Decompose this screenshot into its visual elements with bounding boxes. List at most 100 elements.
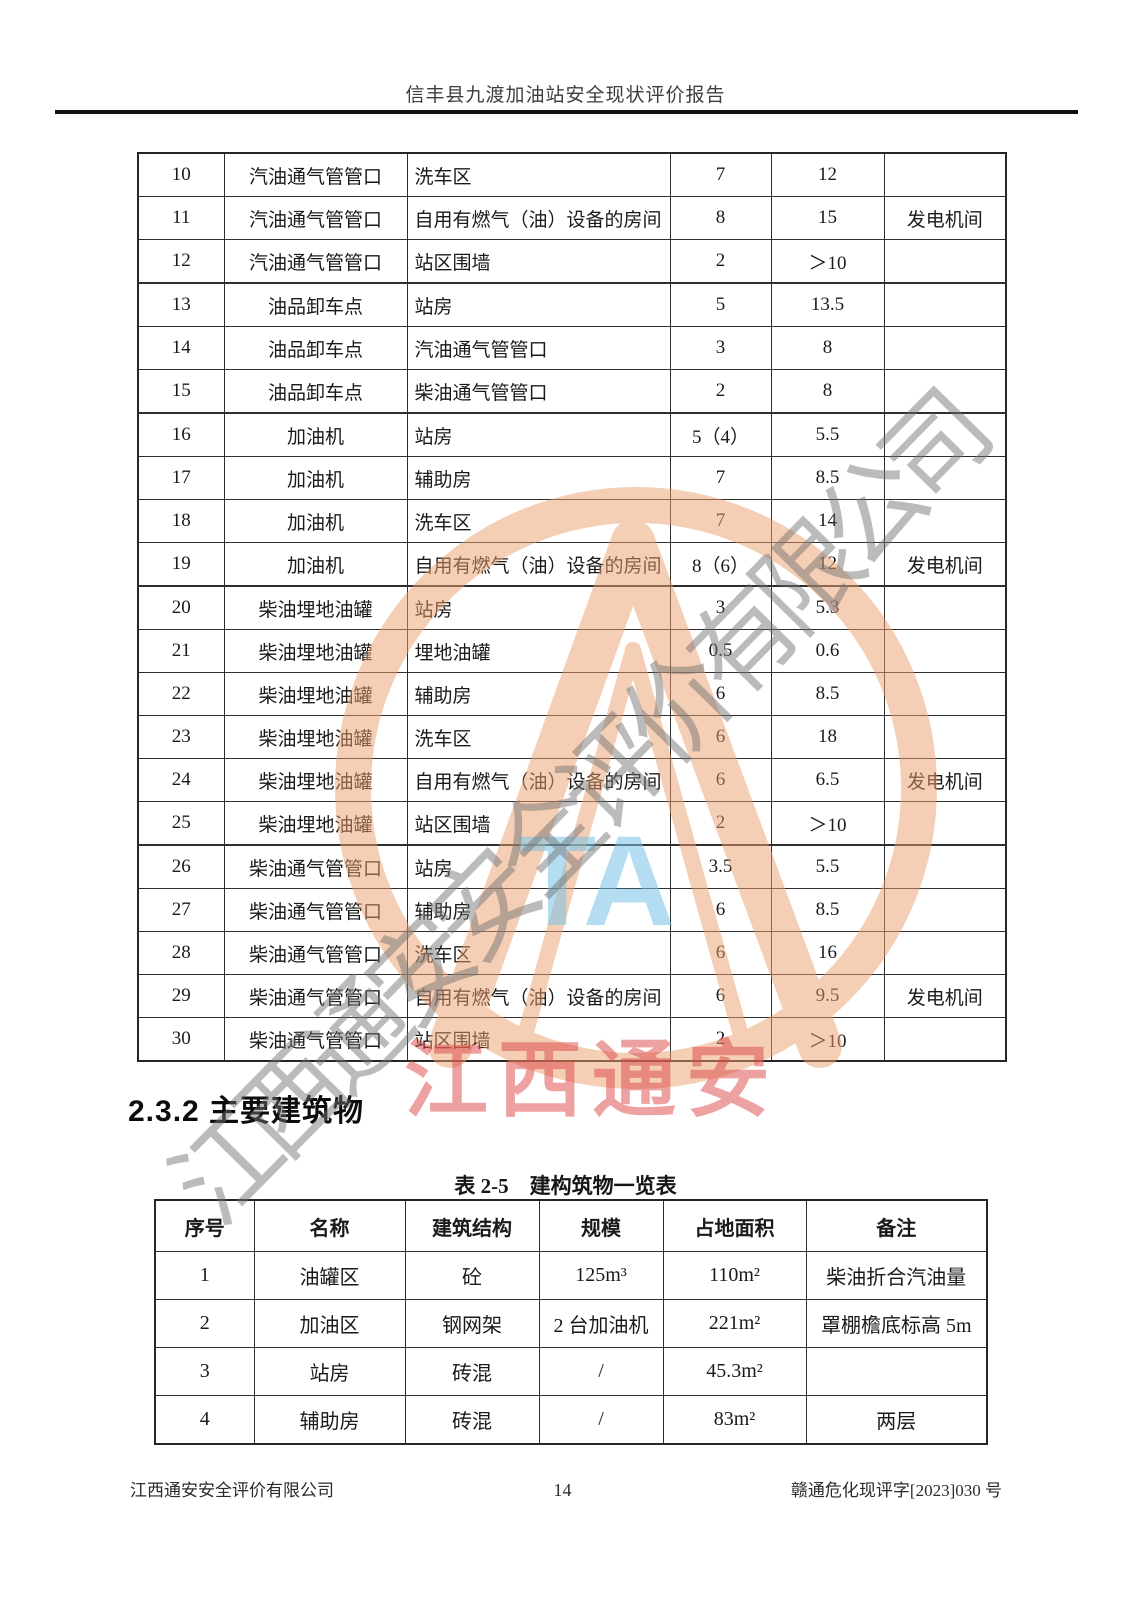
table-cell [883, 844, 1007, 889]
table-row: 11 汽油通气管管口 自用有燃气（油）设备的房间 8 15 发电机间 [137, 196, 1007, 240]
table-cell: 14 [137, 326, 225, 370]
table-cell: 油品卸车点 [223, 369, 408, 414]
table-cell [883, 801, 1007, 846]
page-header-title: 信丰县九渡加油站安全现状评价报告 [405, 85, 726, 106]
table-cell: 12 [770, 542, 885, 587]
table-cell: 埋地油罐 [406, 629, 671, 673]
table-cell: 洗车区 [406, 931, 671, 975]
table-cell: 柴油通气管管口 [223, 1017, 408, 1062]
table-cell: 13.5 [770, 282, 885, 327]
table-cell [883, 585, 1007, 630]
table-cell: 8.5 [770, 456, 885, 500]
table-cell: 汽油通气管管口 [223, 196, 408, 240]
table-cell: 2 [669, 1017, 772, 1062]
footer-doc-number: 赣通危化现评字[2023]030 号 [790, 1481, 1002, 1500]
table-row: 18 加油机 洗车区 7 14 [137, 499, 1007, 543]
table-cell: 0.6 [770, 629, 885, 673]
table-cell [883, 1017, 1007, 1062]
table-cell: 30 [137, 1017, 225, 1062]
table-cell: 5 [669, 282, 772, 327]
table-cell: 自用有燃气（油）设备的房间 [406, 974, 671, 1018]
table-cell: 砼 [404, 1251, 540, 1300]
table-cell: 站房 [406, 412, 671, 457]
table-cell: 辅助房 [406, 888, 671, 932]
table-cell: 14 [770, 499, 885, 543]
footer-company: 江西通安安全评价有限公司 [130, 1481, 334, 1500]
table-cell: 7 [669, 499, 772, 543]
table-cell: 83m² [662, 1395, 807, 1445]
table-cell: 洗车区 [406, 152, 671, 197]
table-cell: 汽油通气管管口 [406, 326, 671, 370]
table-cell: 6 [669, 974, 772, 1018]
table-cell: 10 [137, 152, 225, 197]
table-cell: 加油机 [223, 412, 408, 457]
table-cell: 站房 [406, 282, 671, 327]
table-cell: / [538, 1347, 664, 1396]
table-row: 24 柴油埋地油罐 自用有燃气（油）设备的房间 6 6.5 发电机间 [137, 758, 1007, 802]
table-cell: 发电机间 [883, 542, 1007, 587]
table-cell: 7 [669, 456, 772, 500]
table-cell: 22 [137, 672, 225, 716]
table-row: 13 油品卸车点 站房 5 13.5 [137, 282, 1007, 327]
table-cell: 8 [669, 196, 772, 240]
table-cell: 油品卸车点 [223, 326, 408, 370]
column-header: 规模 [538, 1199, 664, 1252]
table-cell: 加油机 [223, 542, 408, 587]
table-cell: 站房 [253, 1347, 406, 1396]
table-cell: 8 [770, 369, 885, 414]
table-cell: 45.3m² [662, 1347, 807, 1396]
table-cell: 发电机间 [883, 196, 1007, 240]
table-row: 4 辅助房 砖混/83m² 两层 [154, 1395, 988, 1445]
table-cell: 19 [137, 542, 225, 587]
table-cell [883, 412, 1007, 457]
table-cell: 23 [137, 715, 225, 759]
table-cell: 站区围墙 [406, 801, 671, 846]
table-cell [883, 152, 1007, 197]
table-cell: 辅助房 [406, 456, 671, 500]
table-cell: 12 [137, 239, 225, 284]
table-cell [883, 499, 1007, 543]
table-row: 15 油品卸车点 柴油通气管管口 2 8 [137, 369, 1007, 414]
table-cell: 站区围墙 [406, 1017, 671, 1062]
table-cell: 21 [137, 629, 225, 673]
table-cell: 11 [137, 196, 225, 240]
table-cell: 5.5 [770, 844, 885, 889]
table-cell: 自用有燃气（油）设备的房间 [406, 196, 671, 240]
table-cell: 自用有燃气（油）设备的房间 [406, 758, 671, 802]
table-cell: 油罐区 [253, 1251, 406, 1300]
table-cell: 15 [770, 196, 885, 240]
table-cell: 125m³ [538, 1251, 664, 1300]
table-row: 26 柴油通气管管口 站房 3.5 5.5 [137, 844, 1007, 889]
table-cell [883, 715, 1007, 759]
table-row: 25 柴油埋地油罐 站区围墙 2 ＞10 [137, 801, 1007, 846]
table-cell: 8（6） [669, 542, 772, 587]
table-row: 12 汽油通气管管口 站区围墙 2 ＞10 [137, 239, 1007, 284]
table-row: 29 柴油通气管管口 自用有燃气（油）设备的房间 6 9.5 发电机间 [137, 974, 1007, 1018]
table-cell: 16 [137, 412, 225, 457]
table-cell: 5（4） [669, 412, 772, 457]
table-cell: 2 [669, 801, 772, 846]
section-heading: 2.3.2 主要建筑物 [128, 1095, 365, 1128]
table-cell: 8.5 [770, 888, 885, 932]
table-cell: 6 [669, 888, 772, 932]
table-cell: 3.5 [669, 844, 772, 889]
table-cell: 发电机间 [883, 758, 1007, 802]
table-row: 10 汽油通气管管口 洗车区 7 12 [137, 152, 1007, 197]
table-cell: 2 台加油机 [538, 1299, 664, 1348]
table-cell: 6 [669, 672, 772, 716]
table-cell: 110m² [662, 1251, 807, 1300]
table-cell: 25 [137, 801, 225, 846]
table-cell: 9.5 [770, 974, 885, 1018]
table-row: 19 加油机 自用有燃气（油）设备的房间 8（6） 12 发电机间 [137, 542, 1007, 587]
table-row: 20 柴油埋地油罐 站房 3 5.3 [137, 585, 1007, 630]
table-cell [883, 456, 1007, 500]
table-cell: 6 [669, 758, 772, 802]
table-cell: ＞10 [770, 239, 885, 284]
table-cell [883, 282, 1007, 327]
table-cell [883, 888, 1007, 932]
table-cell: 柴油埋地油罐 [223, 629, 408, 673]
table-cell: 洗车区 [406, 499, 671, 543]
table-cell: 钢网架 [404, 1299, 540, 1348]
table-cell: 16 [770, 931, 885, 975]
table-cell: 站房 [406, 844, 671, 889]
